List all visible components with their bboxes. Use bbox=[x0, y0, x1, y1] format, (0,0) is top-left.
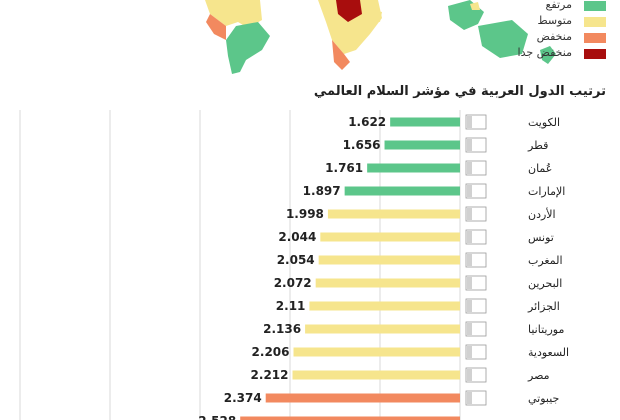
flag-detail bbox=[467, 346, 472, 358]
legend-label-high: مرتفع bbox=[545, 0, 572, 11]
flag-detail bbox=[467, 231, 472, 243]
country-label: مصر bbox=[527, 369, 550, 382]
country-label: الإمارات bbox=[528, 185, 565, 198]
bar bbox=[344, 186, 460, 196]
country-label: جيبوتي bbox=[528, 392, 559, 405]
flag-detail bbox=[467, 116, 472, 128]
map-region bbox=[540, 46, 556, 64]
flag-detail bbox=[467, 162, 472, 174]
qatar-flag-icon bbox=[465, 137, 487, 153]
bar bbox=[315, 278, 460, 288]
legend-label-very-low: منخفض جدا bbox=[517, 46, 572, 59]
map-region bbox=[226, 22, 270, 74]
egypt-flag-icon bbox=[465, 367, 487, 383]
jordan-flag-icon bbox=[465, 206, 487, 222]
bar bbox=[265, 393, 460, 403]
bar bbox=[309, 301, 460, 311]
bar-value-label: 1.761 bbox=[325, 161, 363, 175]
bar bbox=[327, 209, 460, 219]
bar-value-label: 2.528 bbox=[198, 414, 236, 420]
flag-detail bbox=[467, 277, 472, 289]
flag-detail bbox=[467, 208, 472, 220]
bar-value-label: 1.656 bbox=[343, 138, 381, 152]
chart-title: ترتيب الدول العربية في مؤشر السلام العال… bbox=[313, 84, 606, 99]
bar bbox=[367, 163, 460, 173]
flag-detail bbox=[467, 369, 472, 381]
country-label: المغرب bbox=[528, 254, 563, 267]
bar bbox=[292, 370, 460, 380]
tunisia-flag-icon bbox=[465, 229, 487, 245]
legend-label-medium: متوسط bbox=[537, 14, 572, 27]
map-region bbox=[470, 2, 480, 10]
bar-value-label: 2.072 bbox=[274, 276, 312, 290]
legend-swatch-high bbox=[584, 1, 606, 11]
country-label: عُمان bbox=[528, 162, 552, 175]
flag-detail bbox=[467, 392, 472, 404]
legend-swatch-low bbox=[584, 33, 606, 43]
world-map: مرتفع متوسط منخفض منخفض جدا bbox=[0, 0, 620, 78]
uae-flag-icon bbox=[465, 183, 487, 199]
bar-value-label: 1.998 bbox=[286, 207, 324, 221]
country-label: الأردن bbox=[528, 207, 556, 221]
map-region bbox=[205, 0, 262, 28]
bar bbox=[320, 232, 460, 242]
bar-value-label: 1.622 bbox=[348, 115, 386, 129]
kuwait-flag-icon bbox=[465, 114, 487, 130]
flag-detail bbox=[467, 185, 472, 197]
map-region bbox=[332, 40, 350, 70]
flag-detail bbox=[467, 139, 472, 151]
bar-value-label: 2.11 bbox=[276, 299, 306, 313]
bar bbox=[384, 140, 460, 150]
legend-swatch-medium bbox=[584, 17, 606, 27]
bar-value-label: 2.044 bbox=[278, 230, 316, 244]
bar-value-label: 2.136 bbox=[263, 322, 301, 336]
country-label: الجزائر bbox=[527, 300, 560, 313]
world-map-shapes bbox=[205, 0, 556, 74]
bahrain-flag-icon bbox=[465, 275, 487, 291]
country-label: موريتانيا bbox=[528, 323, 564, 336]
bar bbox=[318, 255, 460, 265]
map-region bbox=[336, 0, 362, 22]
country-label: تونس bbox=[528, 231, 554, 244]
algeria-flag-icon bbox=[465, 298, 487, 314]
map-region bbox=[206, 14, 226, 40]
bar-value-label: 1.897 bbox=[303, 184, 341, 198]
bar-value-label: 2.206 bbox=[252, 345, 290, 359]
bar-value-label: 2.374 bbox=[224, 391, 262, 405]
bar bbox=[305, 324, 460, 334]
country-label: السعودية bbox=[528, 346, 569, 359]
bar-value-label: 2.054 bbox=[277, 253, 315, 267]
flag-detail bbox=[467, 254, 472, 266]
flag-detail bbox=[467, 300, 472, 312]
oman-flag-icon bbox=[465, 160, 487, 176]
morocco-flag-icon bbox=[465, 252, 487, 268]
saudi-flag-icon bbox=[465, 344, 487, 360]
map-region bbox=[478, 20, 528, 58]
flag-detail bbox=[467, 323, 472, 335]
country-label: الكويت bbox=[528, 116, 560, 129]
djibouti-flag-icon bbox=[465, 390, 487, 406]
bar bbox=[390, 117, 460, 127]
map-region bbox=[318, 0, 382, 54]
bar-value-label: 2.212 bbox=[251, 368, 289, 382]
map-region bbox=[372, 10, 382, 22]
legend-label-low: منخفض bbox=[536, 30, 572, 43]
bar bbox=[240, 416, 460, 420]
legend-swatch-very-low bbox=[584, 49, 606, 59]
map-legend: مرتفع متوسط منخفض منخفض جدا bbox=[480, 0, 620, 70]
country-label: قطر bbox=[527, 139, 548, 152]
country-label: البحرين bbox=[528, 277, 562, 290]
bar bbox=[293, 347, 460, 357]
mauritania-flag-icon bbox=[465, 321, 487, 337]
